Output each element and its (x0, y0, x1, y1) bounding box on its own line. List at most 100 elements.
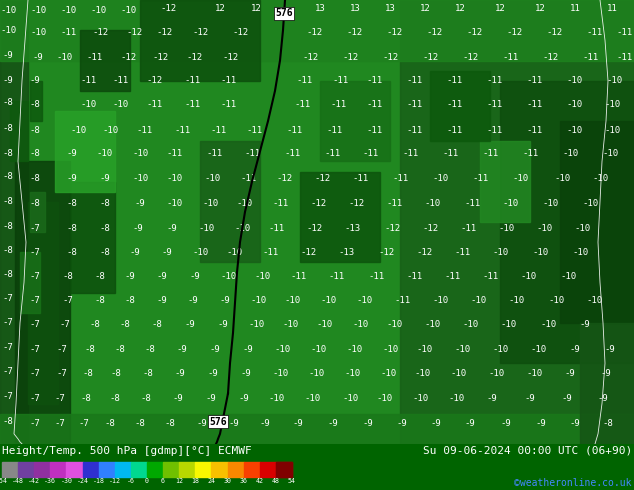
Text: -10: -10 (352, 320, 368, 329)
Text: -7: -7 (60, 320, 70, 329)
Text: -11: -11 (502, 53, 518, 62)
Text: -11: -11 (294, 100, 310, 109)
Text: -9: -9 (605, 344, 616, 354)
Text: -11: -11 (402, 149, 418, 158)
Text: -6: -6 (127, 478, 135, 484)
Text: -11: -11 (522, 149, 538, 158)
Text: -8: -8 (110, 369, 121, 378)
Text: -9: -9 (397, 419, 408, 428)
Text: -9: -9 (174, 369, 185, 378)
Text: -9: -9 (134, 199, 145, 208)
Text: -10: -10 (498, 223, 514, 233)
Text: -11: -11 (447, 76, 463, 85)
Text: -7: -7 (3, 318, 13, 327)
Text: -10: -10 (548, 296, 564, 305)
Text: -10: -10 (167, 174, 183, 183)
Text: -7: -7 (63, 296, 74, 305)
Text: -11: -11 (368, 272, 384, 281)
Bar (70, 182, 115, 293)
Text: -9: -9 (3, 51, 13, 60)
Bar (147, 462, 163, 477)
Bar (300, 172, 380, 262)
Text: -10: -10 (387, 320, 403, 329)
Text: -11: -11 (464, 199, 480, 208)
Text: -10: -10 (274, 344, 290, 354)
Text: -11: -11 (112, 76, 128, 85)
Text: -12: -12 (547, 28, 563, 37)
Text: -9: -9 (219, 296, 230, 305)
Bar (20, 252, 40, 313)
Text: -10: -10 (57, 53, 73, 62)
Text: -7: -7 (3, 343, 13, 352)
Text: -9: -9 (190, 272, 200, 281)
Text: -10: -10 (542, 199, 558, 208)
Text: -11: -11 (60, 28, 76, 37)
Text: -11: -11 (442, 149, 458, 158)
Text: -10: -10 (492, 248, 508, 257)
Text: -12: -12 (387, 28, 403, 37)
Text: -10: -10 (192, 248, 208, 257)
Text: -7: -7 (3, 367, 13, 376)
Text: -11: -11 (407, 76, 423, 85)
Text: -8: -8 (603, 419, 613, 428)
Text: -9: -9 (501, 419, 512, 428)
Text: -11: -11 (87, 53, 103, 62)
Bar (320, 81, 390, 161)
Text: -8: -8 (3, 172, 13, 181)
Text: -8: -8 (141, 394, 152, 403)
Text: 18: 18 (191, 478, 199, 484)
Text: -10: -10 (120, 5, 136, 15)
Text: -9: -9 (210, 344, 221, 354)
Bar (15, 161, 70, 444)
Text: -12: -12 (347, 28, 363, 37)
Text: -10: -10 (250, 296, 266, 305)
Text: -9: -9 (569, 344, 580, 354)
Text: -12: -12 (187, 53, 203, 62)
Text: -10: -10 (30, 28, 46, 37)
Text: -9: -9 (217, 320, 228, 329)
Text: -10: -10 (554, 174, 570, 183)
Bar (163, 462, 179, 477)
Text: -11: -11 (587, 28, 603, 37)
Text: -10: -10 (572, 248, 588, 257)
Text: -10: -10 (0, 26, 16, 35)
Text: -12: -12 (310, 199, 326, 208)
Text: -12: -12 (422, 223, 438, 233)
Text: 48: 48 (272, 478, 280, 484)
Text: -10: -10 (317, 320, 333, 329)
Text: -10: -10 (220, 272, 236, 281)
Text: -11: -11 (324, 149, 340, 158)
Text: 12: 12 (420, 3, 430, 13)
Text: -11: -11 (367, 125, 383, 135)
Text: -8: -8 (100, 199, 110, 208)
Text: 12: 12 (455, 3, 465, 13)
Bar (80, 30, 130, 91)
Text: -10: -10 (132, 174, 148, 183)
Text: -10: -10 (502, 199, 518, 208)
Text: -11: -11 (137, 125, 153, 135)
Bar (82, 462, 99, 477)
Text: -9: -9 (188, 296, 198, 305)
Text: -11: -11 (220, 100, 236, 109)
Text: -11: -11 (247, 125, 263, 135)
Text: -11: -11 (392, 174, 408, 183)
Text: -9: -9 (67, 174, 77, 183)
Text: -8: -8 (89, 320, 100, 329)
Text: -10: -10 (282, 320, 298, 329)
Text: -11: -11 (329, 272, 345, 281)
Text: -10: -10 (567, 76, 583, 85)
Text: -12: -12 (152, 53, 168, 62)
Text: -10: -10 (412, 394, 428, 403)
Text: -9: -9 (157, 272, 167, 281)
Text: -7: -7 (30, 369, 41, 378)
Text: -9: -9 (184, 320, 195, 329)
Text: -8: -8 (3, 123, 13, 133)
Text: -10: -10 (450, 369, 466, 378)
Text: -8: -8 (120, 320, 131, 329)
Text: -10: -10 (248, 320, 264, 329)
Text: -11: -11 (447, 125, 463, 135)
Text: -9: -9 (238, 394, 249, 403)
Text: 54: 54 (288, 478, 296, 484)
Text: -12: -12 (342, 53, 358, 62)
Text: -12: -12 (314, 174, 330, 183)
